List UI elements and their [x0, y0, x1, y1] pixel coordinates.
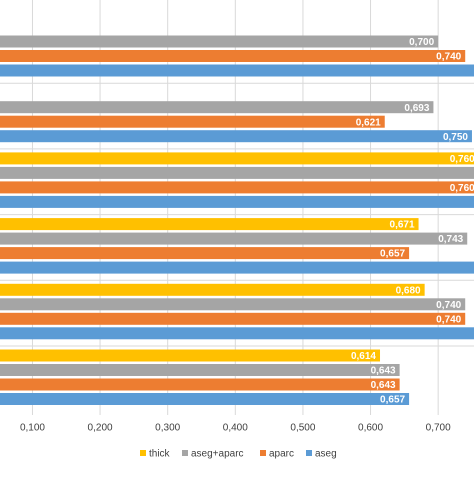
value-label: 0,740 — [436, 314, 461, 325]
bar — [0, 35, 439, 48]
value-label: 0,643 — [371, 366, 396, 377]
bar — [0, 130, 472, 143]
value-label: 0,760 — [450, 183, 474, 194]
legend-label: aparc — [269, 449, 294, 460]
legend-swatch — [306, 450, 312, 456]
bar — [0, 283, 425, 296]
value-label: 0,750 — [443, 132, 468, 143]
legend-swatch — [182, 450, 188, 456]
value-label: 0,621 — [356, 117, 381, 128]
value-label: 0,657 — [380, 249, 405, 260]
legend-label: aseg+aparc — [191, 449, 244, 460]
bar — [0, 327, 474, 340]
bar — [0, 247, 410, 260]
bar — [0, 298, 466, 311]
value-label: 0,643 — [371, 380, 396, 391]
value-label: 0,700 — [409, 37, 434, 48]
bar — [0, 101, 434, 114]
value-label: 0,693 — [404, 103, 429, 114]
legend-label: aseg — [315, 449, 337, 460]
value-label: 0,671 — [390, 220, 415, 231]
bar — [0, 349, 381, 362]
bar — [0, 64, 474, 77]
bar — [0, 364, 400, 376]
bar — [0, 195, 474, 208]
legend-swatch — [140, 450, 146, 456]
value-label: 0,760 — [450, 154, 474, 165]
legend-label: thick — [149, 449, 171, 460]
x-tick-label: 0,700 — [426, 423, 451, 434]
value-label: 0,657 — [380, 395, 405, 406]
bar — [0, 312, 466, 325]
value-label: 0,680 — [396, 285, 421, 296]
x-tick-label: 0,300 — [155, 423, 180, 434]
x-tick-label: 0,400 — [223, 423, 248, 434]
x-tick-label: 0,200 — [88, 423, 113, 434]
bar — [0, 218, 419, 231]
legend-swatch — [260, 450, 266, 456]
bar — [0, 261, 474, 274]
bar — [0, 181, 474, 194]
x-tick-label: 0,100 — [20, 423, 45, 434]
bar — [0, 166, 474, 179]
bar — [0, 393, 410, 405]
bar — [0, 378, 400, 391]
value-label: 0,740 — [436, 300, 461, 311]
bar — [0, 50, 466, 62]
value-label: 0,740 — [436, 52, 461, 63]
bar — [0, 152, 474, 165]
value-label: 0,614 — [351, 351, 376, 362]
value-label: 0,743 — [438, 234, 463, 245]
bar — [0, 115, 385, 128]
x-tick-label: 0,500 — [290, 423, 315, 434]
bar — [0, 232, 468, 245]
x-tick-label: 0,600 — [358, 423, 383, 434]
